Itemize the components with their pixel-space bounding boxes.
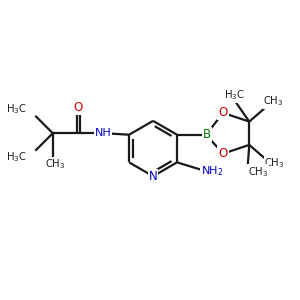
Text: NH: NH xyxy=(94,128,111,138)
Text: CH$_3$: CH$_3$ xyxy=(264,156,285,170)
Text: O: O xyxy=(74,101,83,114)
Text: H$_3$C: H$_3$C xyxy=(224,88,245,102)
Text: H$_3$C: H$_3$C xyxy=(6,150,27,164)
Text: B: B xyxy=(203,128,211,141)
Text: N: N xyxy=(149,170,158,183)
Text: H$_3$C: H$_3$C xyxy=(6,103,27,116)
Text: CH$_3$: CH$_3$ xyxy=(263,94,284,108)
Text: CH$_3$: CH$_3$ xyxy=(45,158,65,171)
Text: O: O xyxy=(218,147,228,160)
Text: CH$_3$: CH$_3$ xyxy=(248,165,268,178)
Text: NH$_2$: NH$_2$ xyxy=(201,164,223,178)
Text: O: O xyxy=(218,106,228,119)
